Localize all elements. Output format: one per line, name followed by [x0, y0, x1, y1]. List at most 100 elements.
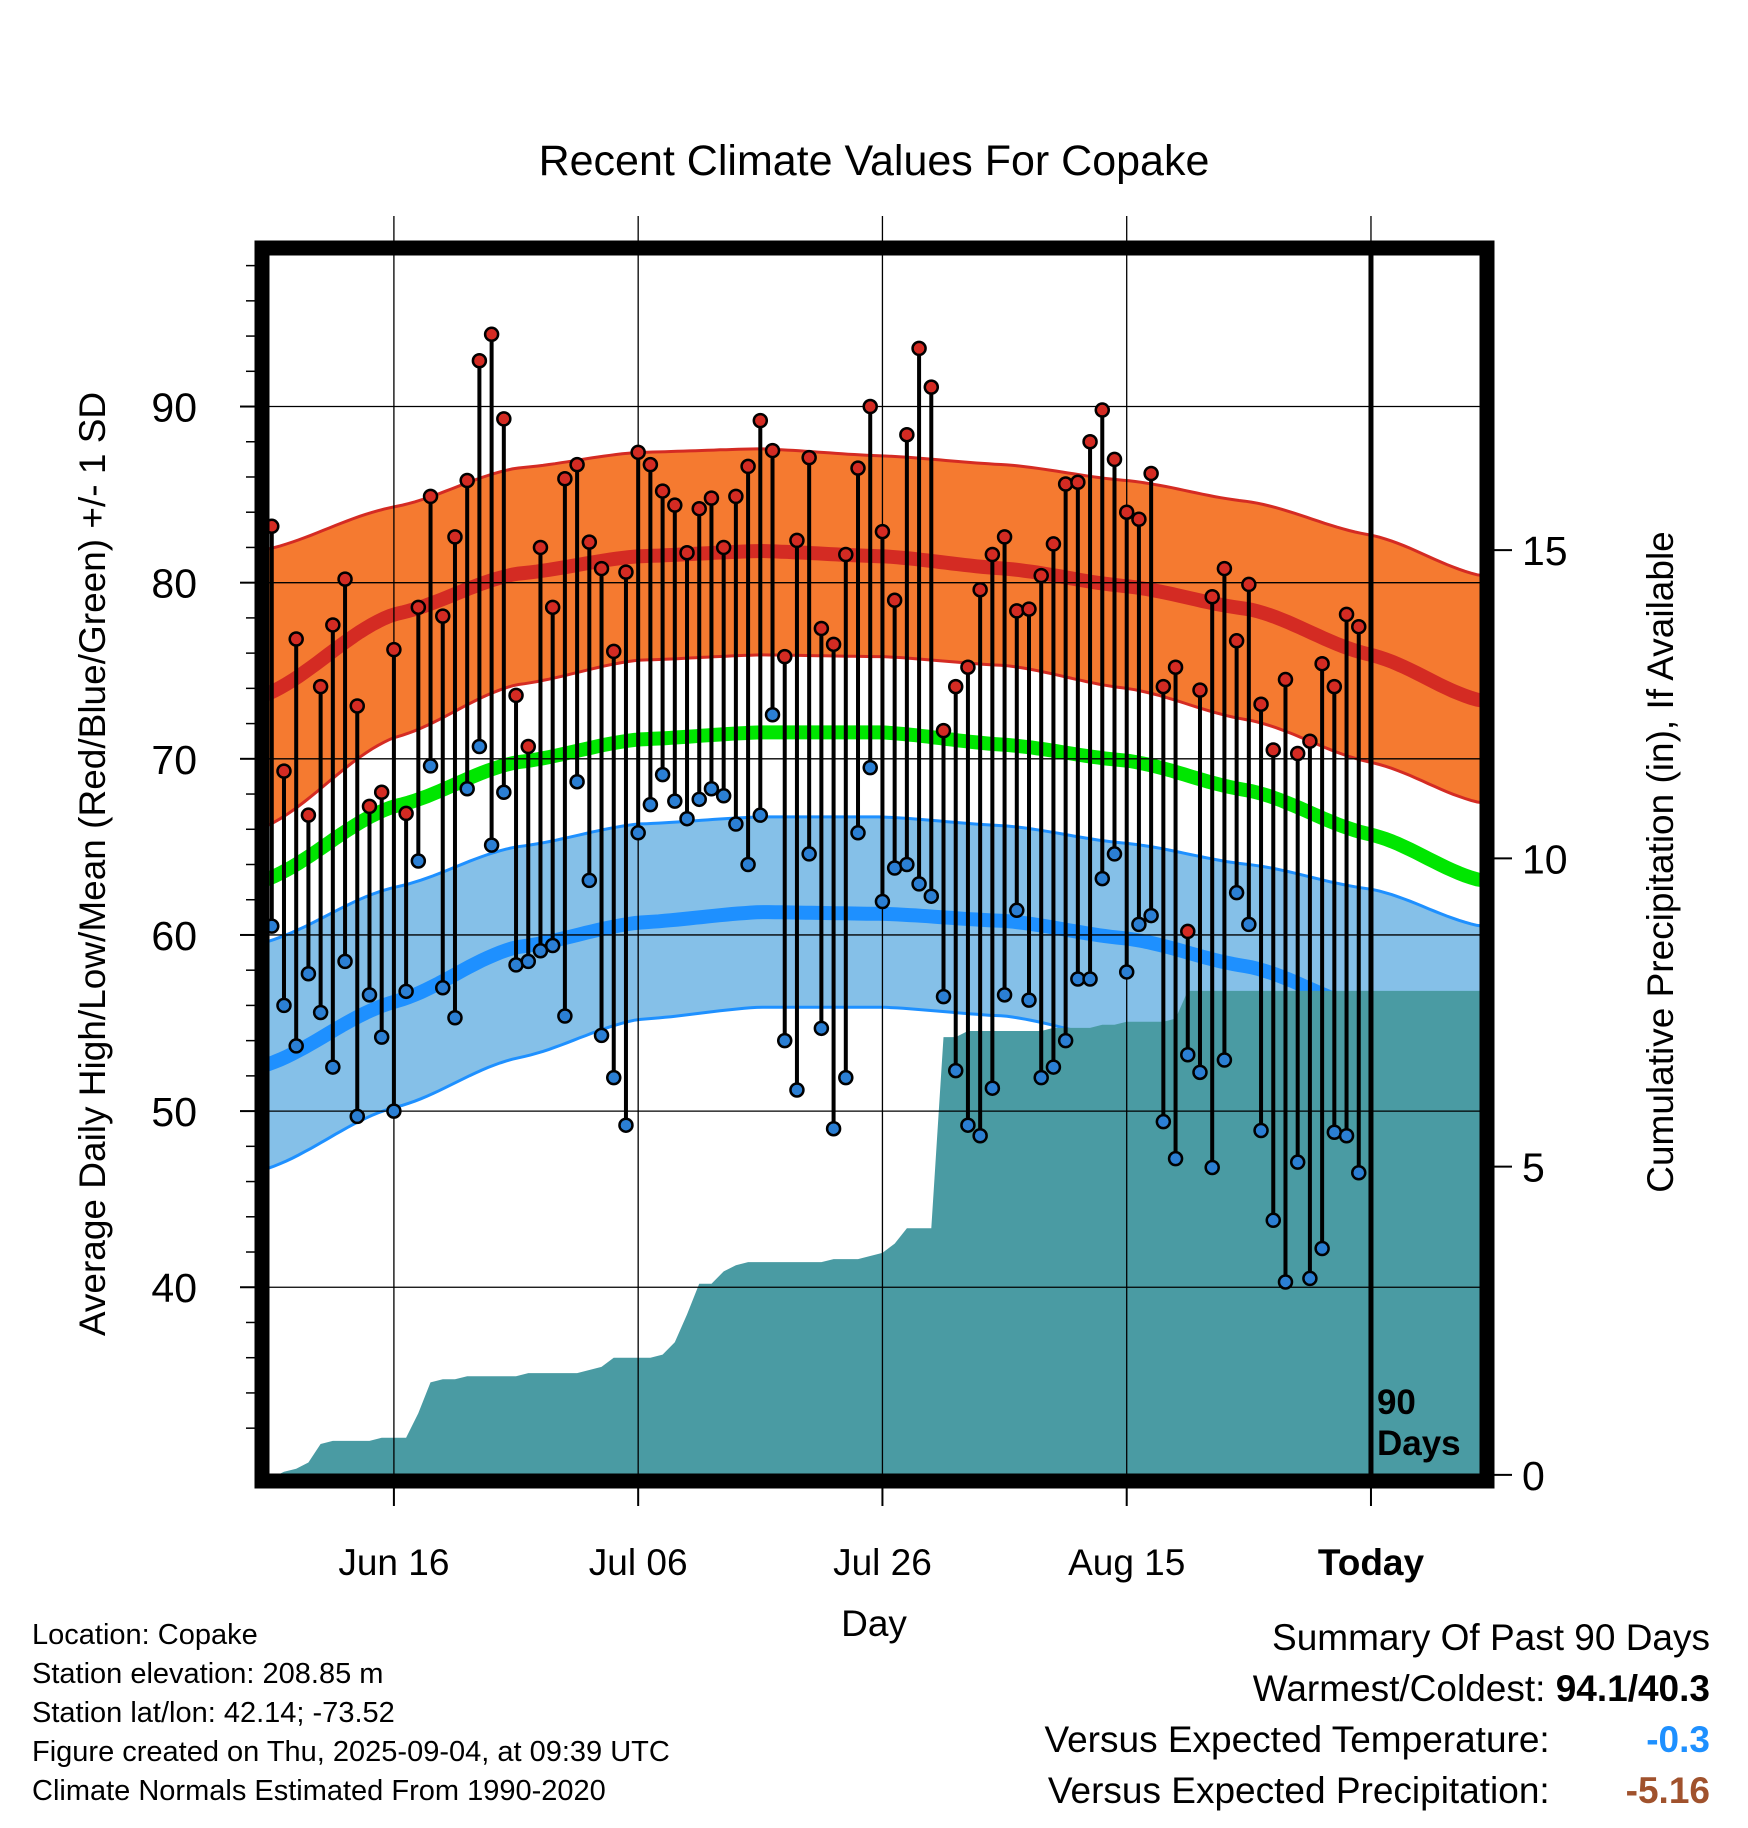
high-temp-point	[1094, 402, 1111, 418]
low-temp-point	[276, 997, 292, 1014]
high-temp-point	[410, 599, 427, 616]
high-temp-point	[1338, 606, 1355, 623]
low-temp-point	[911, 876, 927, 892]
low-temp-point	[496, 784, 512, 801]
low-temp-point	[740, 856, 756, 873]
y2-axis-label: Cumulative Precipitation (in), If Availa…	[1640, 531, 1681, 1193]
low-temp-point	[581, 872, 598, 889]
low-temp-point	[300, 965, 317, 982]
low-temp-point	[1338, 1128, 1355, 1144]
high-temp-point	[1351, 618, 1367, 635]
low-temp-point	[679, 810, 695, 827]
low-temp-point	[715, 788, 732, 804]
low-temp-point	[960, 1117, 976, 1133]
high-temp-point	[1314, 655, 1330, 672]
low-temp-point	[874, 893, 891, 910]
low-temp-point	[557, 1008, 573, 1024]
summary-temp-label: Versus Expected Temperature:	[1044, 1719, 1550, 1760]
high-temp-point	[1045, 536, 1062, 552]
low-temp-point	[984, 1080, 1001, 1096]
x-tick-label: Today	[1318, 1542, 1425, 1583]
high-temp-point	[459, 472, 475, 489]
high-temp-point	[312, 678, 329, 695]
axes: 40 50 60 70 80 90 0 5 10 15 Jun 16 Jul 06 Jul 26 Aug …	[151, 264, 1568, 1583]
high-temp-point	[813, 620, 830, 637]
low-temp-point	[1045, 1059, 1062, 1075]
high-temp-point	[935, 722, 952, 739]
plot-frame	[254, 240, 1495, 1489]
low-temp-point	[825, 1120, 842, 1137]
high-temp-point	[764, 442, 781, 459]
high-temp-point	[288, 631, 304, 647]
low-temp-point	[1094, 870, 1111, 887]
low-temp-point	[703, 781, 720, 797]
station-info: Location: Copake Station elevation: 208.…	[32, 1616, 670, 1811]
low-temp-point	[642, 796, 659, 813]
high-temp-point	[947, 678, 964, 695]
high-temp-point	[1033, 567, 1049, 584]
low-temp-point	[1057, 1032, 1074, 1049]
high-temp-point	[325, 617, 341, 633]
high-temp-point	[740, 458, 756, 475]
low-temp-point	[435, 980, 451, 996]
low-temp-point	[1167, 1150, 1184, 1167]
low-temp-point	[654, 766, 671, 783]
low-temp-point	[1277, 1274, 1294, 1290]
low-temp-point	[1009, 902, 1025, 919]
low-temp-point	[569, 773, 585, 790]
low-temp-point	[386, 1103, 402, 1119]
high-temp-point	[1167, 659, 1184, 675]
high-temp-point	[862, 398, 878, 415]
high-temp-point	[422, 488, 439, 505]
summary-warmest-label: Warmest/Coldest:	[1252, 1668, 1546, 1709]
high-temp-point	[1265, 742, 1282, 758]
info-latlon: Station lat/lon: 42.14; -73.52	[32, 1697, 395, 1729]
high-temp-point	[1070, 474, 1086, 491]
high-temp-point	[1131, 511, 1147, 528]
y-tick-label: 40	[151, 1265, 197, 1311]
y2-tick-label: 0	[1522, 1453, 1545, 1499]
low-temp-point	[1314, 1240, 1330, 1257]
info-normals: Climate Normals Estimated From 1990-2020	[32, 1775, 606, 1807]
low-temp-point	[459, 781, 475, 797]
info-created: Figure created on Thu, 2025-09-04, at 09…	[32, 1736, 670, 1768]
low-temp-point	[801, 846, 817, 862]
high-temp-point	[337, 571, 353, 587]
low-temp-point	[996, 987, 1013, 1003]
high-temp-point	[654, 483, 671, 499]
high-temp-point	[1241, 576, 1257, 593]
high-temp-point	[361, 798, 378, 815]
low-temp-point	[1180, 1046, 1196, 1063]
low-temp-point	[1106, 846, 1123, 862]
high-temp-point	[776, 648, 793, 665]
low-temp-point	[520, 953, 537, 970]
low-temp-point	[312, 1004, 329, 1021]
high-temp-point	[960, 659, 976, 675]
low-temp-point	[862, 759, 878, 776]
high-temp-point	[1106, 451, 1123, 468]
info-location: Location: Copake	[32, 1619, 258, 1651]
high-temp-point	[557, 470, 573, 487]
x-tick-label: Aug 15	[1068, 1542, 1185, 1583]
low-temp-point	[532, 943, 549, 959]
low-temp-point	[1302, 1270, 1318, 1287]
low-temp-point	[1021, 992, 1037, 1008]
summary-panel: Summary Of Past 90 Days Warmest/Coldest:…	[1044, 1612, 1710, 1816]
low-temp-point	[838, 1069, 854, 1086]
high-temp-point	[496, 411, 512, 427]
low-temp-point	[813, 1020, 830, 1037]
high-temp-point	[398, 805, 414, 822]
low-temp-point	[422, 758, 439, 774]
low-temp-point	[398, 983, 414, 1000]
summary-precip-row: Versus Expected Precipitation: -5.16	[1044, 1765, 1710, 1816]
low-temp-point	[1351, 1165, 1367, 1181]
summary-warmest-value: 94.1/40.3	[1555, 1668, 1710, 1709]
high-temp-point	[1021, 601, 1037, 617]
high-temp-point	[373, 784, 390, 801]
low-temp-point	[667, 793, 683, 809]
high-temp-point	[1204, 589, 1220, 605]
high-temp-point	[581, 534, 598, 550]
high-temp-point	[1155, 678, 1172, 695]
low-temp-point	[752, 807, 769, 823]
